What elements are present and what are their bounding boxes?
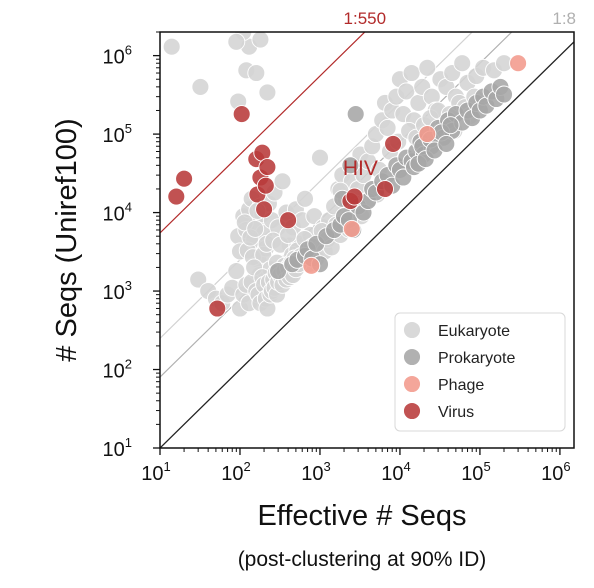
x-tick-label: 101 bbox=[141, 459, 170, 485]
data-point-eukaryote bbox=[258, 83, 277, 102]
data-point-eukaryote bbox=[191, 77, 210, 96]
data-point-eukaryote bbox=[227, 262, 246, 280]
data-point-prokaryote bbox=[341, 156, 360, 175]
data-point-eukaryote bbox=[418, 58, 437, 77]
x-tick-label: 104 bbox=[381, 459, 410, 485]
x-tick-label: 103 bbox=[301, 459, 330, 485]
reference-line-1-550 bbox=[160, 32, 366, 234]
data-point-phage bbox=[509, 54, 528, 73]
data-point-virus bbox=[384, 134, 403, 153]
x-axis-title: Effective # Seqs bbox=[257, 500, 466, 532]
annotation-hiv: HIV bbox=[343, 157, 378, 180]
data-point-virus bbox=[232, 105, 251, 124]
legend: Eukaryote Prokaryote Phage Virus bbox=[394, 312, 566, 432]
data-point-eukaryote bbox=[162, 37, 181, 56]
reference-line-labels: 1:8 1:550 bbox=[344, 9, 576, 28]
data-point-prokaryote bbox=[495, 85, 513, 104]
data-point-eukaryote bbox=[247, 64, 266, 82]
data-point-eukaryote bbox=[246, 219, 265, 238]
data-point-eukaryote bbox=[402, 64, 421, 82]
data-point-virus bbox=[258, 158, 277, 177]
reference-line-label: 1:8 bbox=[552, 9, 576, 28]
series-virus bbox=[167, 105, 403, 318]
data-point-virus bbox=[255, 200, 274, 219]
data-point-phage bbox=[302, 256, 321, 275]
data-point-virus bbox=[167, 187, 186, 206]
y-tick-label: 104 bbox=[103, 200, 132, 226]
legend-label-prokaryote: Prokaryote bbox=[438, 350, 515, 367]
legend-marker-phage bbox=[403, 375, 421, 393]
legend-marker-eukaryote bbox=[403, 321, 421, 339]
data-point-virus bbox=[279, 211, 298, 230]
data-point-eukaryote bbox=[378, 118, 397, 137]
y-tick-label: 103 bbox=[103, 278, 132, 304]
data-point-prokaryote bbox=[437, 134, 456, 153]
data-point-phage bbox=[418, 125, 437, 144]
legend-label-virus: Virus bbox=[438, 404, 474, 421]
y-tick-label: 102 bbox=[103, 357, 132, 383]
legend-label-eukaryote: Eukaryote bbox=[438, 323, 510, 340]
data-point-virus bbox=[376, 180, 394, 198]
legend-marker-prokaryote bbox=[403, 348, 421, 366]
y-axis-title: # Seqs (Uniref100) bbox=[51, 118, 83, 361]
data-point-eukaryote bbox=[296, 189, 314, 208]
x-axis-subtitle: (post-clustering at 90% ID) bbox=[238, 548, 487, 571]
data-point-eukaryote bbox=[453, 54, 472, 73]
axis-ticks: 101 102 103 104 105 106 101 102 103 104 105 106 bbox=[103, 31, 571, 485]
scatter-points bbox=[162, 32, 528, 318]
data-point-prokaryote bbox=[346, 105, 365, 124]
data-point-virus bbox=[345, 187, 364, 206]
y-tick-label: 105 bbox=[103, 121, 132, 147]
data-point-eukaryote bbox=[251, 32, 270, 49]
data-point-eukaryote bbox=[189, 270, 208, 289]
data-point-prokaryote bbox=[441, 116, 460, 135]
data-point-eukaryote bbox=[311, 148, 329, 167]
data-point-eukaryote bbox=[227, 32, 246, 51]
data-point-phage bbox=[342, 219, 361, 238]
data-point-virus bbox=[208, 299, 227, 318]
reference-line-label: 1:550 bbox=[344, 9, 387, 28]
y-tick-label: 101 bbox=[103, 435, 132, 461]
data-point-virus bbox=[256, 176, 275, 195]
x-tick-label: 102 bbox=[221, 459, 250, 485]
plot-frame bbox=[159, 31, 575, 449]
data-point-virus bbox=[175, 169, 194, 188]
x-tick-label: 105 bbox=[461, 459, 490, 485]
data-point-eukaryote bbox=[273, 172, 292, 191]
y-tick-label: 106 bbox=[103, 43, 132, 69]
legend-marker-virus bbox=[403, 402, 421, 420]
annotations: HIV bbox=[343, 157, 378, 180]
series-phage bbox=[302, 54, 528, 275]
legend-label-phage: Phage bbox=[438, 377, 484, 394]
reference-line-ratio-1 bbox=[160, 41, 574, 448]
x-tick-label: 106 bbox=[541, 459, 570, 485]
legend-box bbox=[394, 312, 566, 432]
